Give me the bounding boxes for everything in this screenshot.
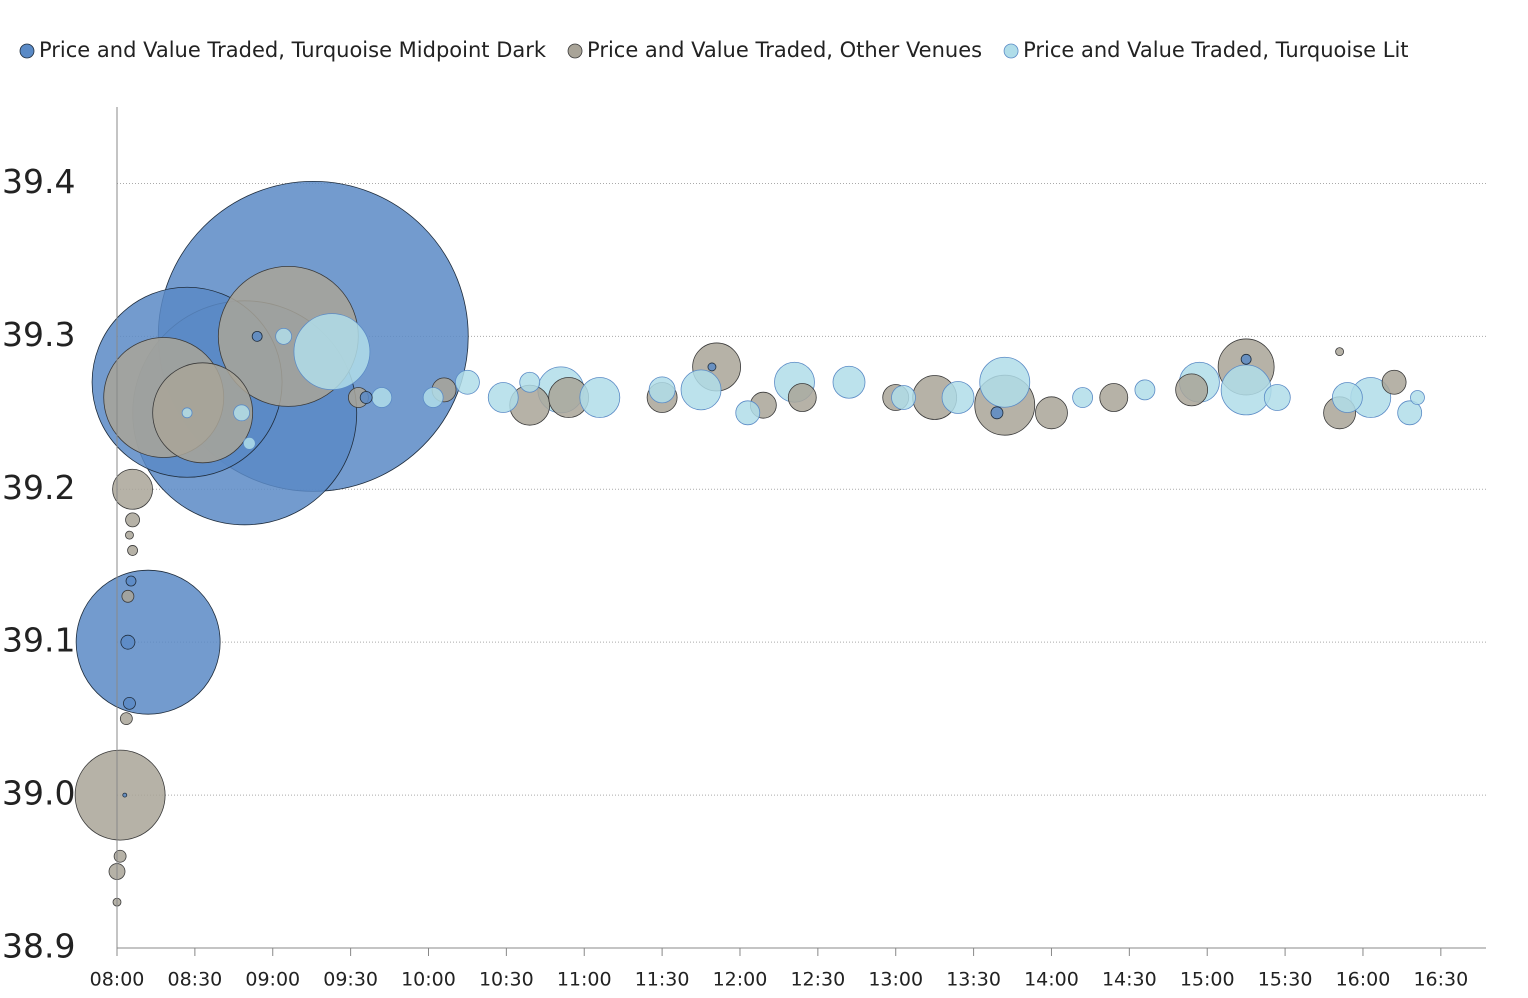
bubble xyxy=(1331,382,1363,413)
bubble xyxy=(990,406,1004,420)
bubble xyxy=(832,365,866,399)
x-tick-label: 14:30 xyxy=(1102,969,1157,991)
y-tick-label: 39.2 xyxy=(2,468,75,507)
bubble xyxy=(1220,364,1272,416)
bubble xyxy=(251,330,263,342)
bubble xyxy=(680,369,722,411)
x-tick-label: 08:30 xyxy=(167,969,222,991)
x-tick-label: 15:30 xyxy=(1258,969,1313,991)
bubble xyxy=(787,383,817,412)
bubble xyxy=(707,362,717,372)
legend-marker xyxy=(19,43,35,59)
legend-label: Price and Value Traded, Turquoise Lit xyxy=(1023,38,1408,62)
x-tick-label: 15:00 xyxy=(1180,969,1235,991)
bubble xyxy=(120,634,136,650)
x-tick-label: 14:00 xyxy=(1024,969,1079,991)
bubble xyxy=(1263,384,1291,411)
x-tick-label: 09:00 xyxy=(245,969,300,991)
bubble xyxy=(1240,353,1252,365)
bubble xyxy=(1175,373,1209,407)
x-tick-label: 16:30 xyxy=(1413,969,1468,991)
y-tick-label: 38.9 xyxy=(2,927,75,966)
x-tick-label: 11:30 xyxy=(635,969,690,991)
y-tick-label: 39.1 xyxy=(2,621,75,660)
bubble xyxy=(359,391,373,404)
x-tick-label: 13:00 xyxy=(868,969,923,991)
legend-label: Price and Value Traded, Turquoise Midpoi… xyxy=(39,38,547,62)
bubble xyxy=(979,356,1031,408)
bubble xyxy=(125,575,137,587)
bubble xyxy=(1035,396,1068,430)
bubble xyxy=(455,369,480,395)
bubble xyxy=(371,387,393,408)
x-tick-label: 12:00 xyxy=(713,969,768,991)
legend-marker xyxy=(1003,43,1019,59)
bubble xyxy=(152,362,254,464)
bubble xyxy=(122,792,128,798)
bubble xyxy=(125,530,134,540)
bubble xyxy=(242,436,256,450)
bubble xyxy=(123,696,136,710)
bubble xyxy=(119,712,133,726)
bubble xyxy=(181,407,193,419)
bubble xyxy=(579,377,621,418)
bubble xyxy=(1335,347,1344,357)
plot-area xyxy=(74,180,1425,907)
y-tick-label: 39.4 xyxy=(2,162,75,201)
bubble xyxy=(1072,387,1094,408)
bubble xyxy=(648,376,676,404)
y-tick-label: 39.0 xyxy=(2,774,75,813)
bubble xyxy=(487,382,519,413)
y-tick-label: 39.3 xyxy=(2,315,75,354)
bubble xyxy=(1099,383,1129,412)
x-tick-label: 11:00 xyxy=(557,969,612,991)
bubble xyxy=(293,313,371,391)
bubble xyxy=(1134,379,1156,401)
bubble xyxy=(125,512,140,528)
x-tick-label: 16:00 xyxy=(1336,969,1391,991)
bubble xyxy=(1397,400,1423,426)
x-tick-label: 10:30 xyxy=(479,969,534,991)
bubble xyxy=(519,371,541,393)
bubble xyxy=(127,545,138,556)
bubble xyxy=(233,404,250,422)
bubble xyxy=(735,400,761,426)
x-tick-label: 10:00 xyxy=(401,969,456,991)
bubble xyxy=(113,849,127,863)
x-tick-label: 12:30 xyxy=(790,969,845,991)
bubble xyxy=(941,381,975,414)
bubble xyxy=(74,749,166,841)
x-tick-label: 09:30 xyxy=(323,969,378,991)
legend-label: Price and Value Traded, Other Venues xyxy=(587,38,982,62)
bubble xyxy=(75,569,221,715)
x-tick-label: 08:00 xyxy=(90,969,145,991)
bubble xyxy=(1410,390,1425,405)
bubble xyxy=(1381,369,1407,395)
bubble xyxy=(891,385,916,410)
bubble xyxy=(275,327,293,345)
legend-marker xyxy=(567,43,583,59)
bubble xyxy=(112,468,153,510)
x-tick-label: 13:30 xyxy=(946,969,1001,991)
bubble xyxy=(121,589,135,603)
bubble xyxy=(422,387,444,408)
